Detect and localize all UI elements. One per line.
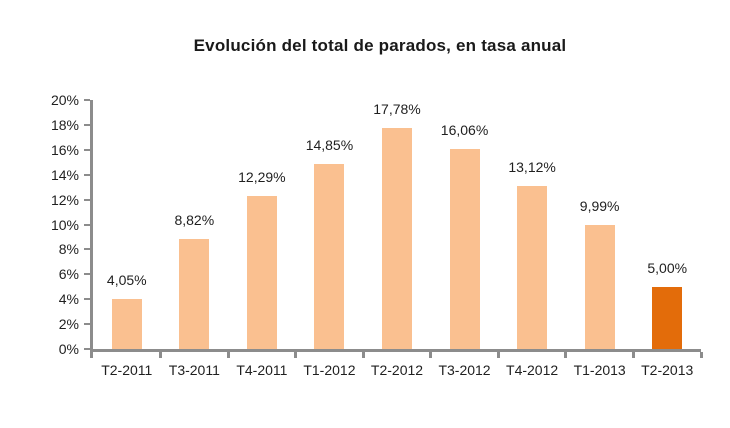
bar-value-label: 4,05% [106,271,147,288]
x-category-label: T2-2013 [641,362,694,378]
bar [111,298,142,349]
y-tick-label: 16% [50,141,79,158]
x-tick-mark [564,352,568,358]
y-tick-label: 0% [58,341,79,357]
bar [246,196,277,349]
x-tick-mark [294,352,298,358]
y-tick-label: 4% [58,291,79,308]
bar-value-label: 13,12% [508,158,556,175]
chart-title: Evolución del total de parados, en tasa … [193,36,567,55]
y-tick-label: 6% [58,266,79,283]
x-category-label: T1-2012 [303,362,356,378]
x-category-label: T4-2011 [236,362,288,378]
y-tick-mark [84,323,90,326]
x-tick-mark [361,352,365,358]
plot-area: 0% 2% 4% 6% 8% 10% 12% 14% 16% 18% 20% 4,05% T2-2011… [51,92,703,378]
x-category-label: T1-2013 [573,362,626,378]
y-tick-mark [84,248,90,251]
bar-value-label: 17,78% [373,100,421,117]
x-category-label: T3-2011 [168,362,220,378]
y-tick-mark [84,223,90,226]
x-tick-mark [226,352,230,358]
x-axis-line [90,349,701,352]
y-tick-label: 12% [50,191,79,208]
x-tick-mark [699,352,703,358]
y-tick-mark [84,123,90,126]
bar [314,164,345,349]
bar-value-label: 16,06% [440,122,489,139]
bar [517,185,548,349]
bar [652,286,683,349]
bar-value-label: 5,00% [647,259,688,276]
x-tick-mark [631,352,635,358]
x-tick-mark [429,352,433,358]
y-axis-line [90,100,93,352]
y-tick-label: 8% [58,241,79,258]
x-category-label: T2-2012 [370,362,424,378]
bar-value-label: 12,29% [238,169,286,185]
x-category-label: T4-2012 [506,362,559,378]
y-tick-mark [84,99,90,101]
y-tick-mark [84,273,90,276]
bar [584,224,615,349]
x-category-label: T2-2011 [101,362,153,378]
y-tick-mark [84,173,90,176]
x-tick-mark [159,352,163,358]
y-tick-label: 20% [50,92,79,108]
bar [179,239,210,349]
y-tick-label: 18% [50,116,79,133]
bar [449,149,480,349]
y-tick-mark [84,198,90,201]
y-tick-label: 2% [58,316,79,333]
bar [382,127,412,349]
bar-value-label: 14,85% [305,137,354,154]
y-tick-mark [84,348,90,350]
bar-value-label: 9,99% [579,197,620,214]
x-tick-mark [90,352,93,358]
bar-value-label: 8,82% [174,212,215,229]
x-tick-mark [496,352,500,358]
x-category-label: T3-2012 [438,362,491,378]
y-tick-label: 14% [50,166,79,183]
y-tick-label: 10% [50,216,79,233]
y-tick-mark [84,148,90,151]
y-tick-mark [84,298,90,301]
